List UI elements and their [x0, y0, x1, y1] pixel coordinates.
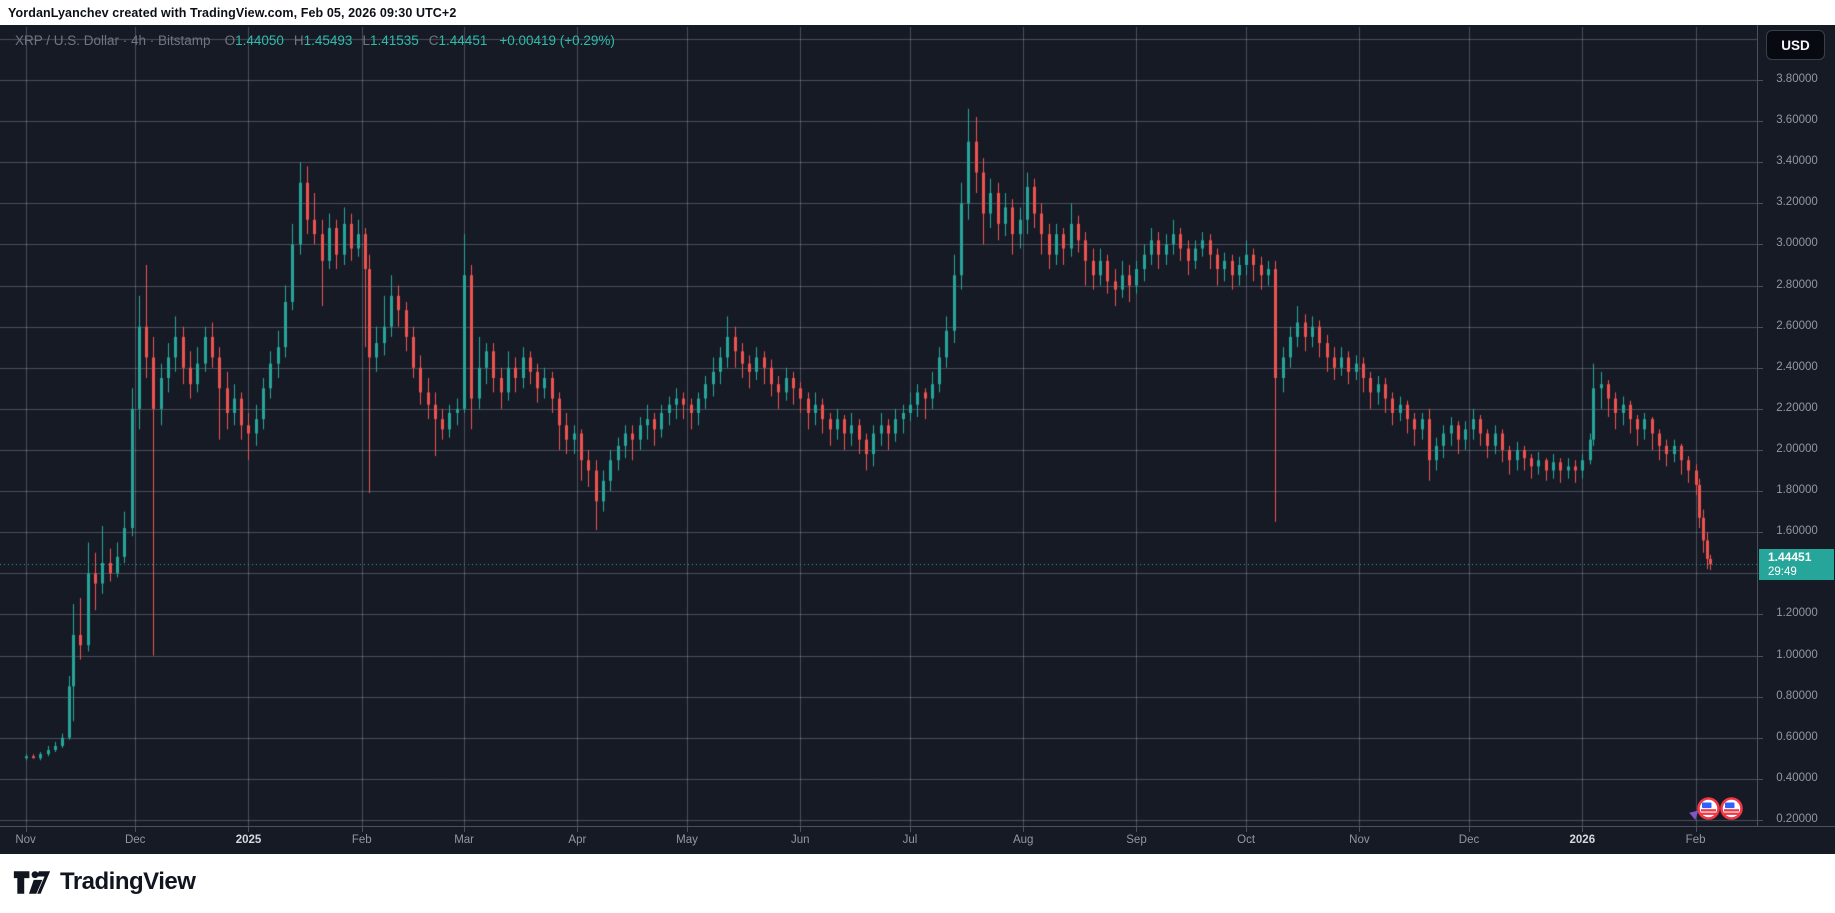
time-axis-label: Jun: [791, 834, 810, 846]
candlestick-chart-canvas[interactable]: [0, 25, 1757, 826]
time-axis-label: 2026: [1569, 834, 1596, 846]
close-value: 1.44451: [438, 33, 488, 48]
price-axis-label: 3.60000: [1776, 114, 1818, 127]
currency-toggle-button[interactable]: USD: [1766, 30, 1825, 60]
attribution-text: YordanLyanchev created with TradingView.…: [8, 5, 457, 20]
symbol-title[interactable]: XRP / U.S. Dollar · 4h · Bitstamp: [15, 33, 211, 48]
price-axis-label: 3.80000: [1776, 72, 1818, 85]
price-axis-label: 1.20000: [1776, 607, 1818, 620]
price-axis-tickmark: [1758, 203, 1763, 204]
time-axis[interactable]: Nov Dec 2025 Feb Mar Apr May Jun Jul Aug Sep Oct Nov…: [0, 826, 1835, 854]
price-axis-label: 2.00000: [1776, 442, 1818, 455]
time-axis-tickmark: [800, 827, 801, 832]
price-axis-label: 2.60000: [1776, 319, 1818, 332]
time-axis-label: Dec: [1458, 834, 1480, 846]
time-axis-label: Dec: [124, 834, 146, 846]
price-axis-label: 1.00000: [1776, 648, 1818, 661]
high-label: H: [293, 33, 304, 48]
tradingview-logo[interactable]: TradingView: [13, 868, 196, 896]
high-value: 1.45493: [303, 33, 353, 48]
price-axis-label: 2.20000: [1776, 401, 1818, 414]
price-axis-tickmark: [1758, 738, 1763, 739]
low-label: L: [362, 33, 370, 48]
time-axis-tickmark: [577, 827, 578, 832]
time-axis-tickmark: [135, 827, 136, 832]
time-axis-tickmark: [1246, 827, 1247, 832]
time-axis-label: Feb: [1685, 834, 1706, 846]
time-axis-label: Mar: [454, 834, 474, 846]
time-axis-label: Apr: [568, 834, 587, 846]
price-axis-tickmark: [1758, 820, 1763, 821]
current-price-label: 1.44451 29:49: [1759, 549, 1834, 581]
price-axis-label: 2.40000: [1776, 360, 1818, 373]
time-axis-tickmark: [26, 827, 27, 832]
bar-countdown: 29:49: [1768, 566, 1797, 579]
us-economic-event-icon[interactable]: [1719, 797, 1743, 820]
change-value: +0.00419 (+0.29%): [499, 33, 615, 48]
price-axis[interactable]: 1.44451 29:49 3.80000 3.60000 3.40000 3.200…: [1757, 25, 1835, 826]
time-axis-label: May: [676, 834, 698, 846]
price-axis-label: 1.80000: [1776, 484, 1818, 497]
price-axis-label: 0.40000: [1776, 771, 1818, 784]
attribution-bar: YordanLyanchev created with TradingView.…: [0, 0, 1835, 25]
price-axis-tickmark: [1758, 532, 1763, 533]
price-axis-label: 3.20000: [1776, 196, 1818, 209]
price-axis-label: 0.80000: [1776, 689, 1818, 702]
tradingview-wordmark: TradingView: [60, 868, 196, 895]
price-axis-tickmark: [1758, 286, 1763, 287]
price-axis-tickmark: [1758, 80, 1763, 81]
open-label: O: [224, 33, 236, 48]
tradingview-logo-icon: [13, 870, 51, 894]
time-axis-tickmark: [1136, 827, 1137, 832]
time-axis-label: Nov: [1349, 834, 1370, 846]
time-axis-tickmark: [1582, 827, 1583, 832]
price-axis-tickmark: [1758, 121, 1763, 122]
price-axis-tickmark: [1758, 162, 1763, 163]
us-economic-event-icon[interactable]: [1696, 797, 1720, 820]
time-axis-tickmark: [1023, 827, 1024, 832]
time-axis-label: Oct: [1237, 834, 1256, 846]
symbol-legend[interactable]: XRP / U.S. Dollar · 4h · Bitstamp O1.440…: [15, 33, 615, 48]
price-axis-tickmark: [1758, 614, 1763, 615]
footer: TradingView: [0, 853, 1835, 913]
price-axis-tickmark: [1758, 244, 1763, 245]
time-axis-label: Sep: [1126, 834, 1147, 846]
time-axis-tickmark: [1696, 827, 1697, 832]
time-axis-label: Nov: [15, 834, 36, 846]
price-axis-label: 3.40000: [1776, 155, 1818, 168]
price-axis-label: 1.60000: [1776, 525, 1818, 538]
price-axis-label: 2.80000: [1776, 278, 1818, 291]
close-label: C: [428, 33, 439, 48]
open-value: 1.44050: [235, 33, 284, 48]
price-axis-label: 0.20000: [1776, 812, 1818, 825]
time-axis-tickmark: [1359, 827, 1360, 832]
time-axis-label: Aug: [1012, 834, 1034, 846]
price-axis-tickmark: [1758, 450, 1763, 451]
time-axis-tickmark: [910, 827, 911, 832]
price-axis-tickmark: [1758, 697, 1763, 698]
low-value: 1.41535: [369, 33, 419, 48]
price-axis-tickmark: [1758, 779, 1763, 780]
time-axis-label: Jul: [902, 834, 918, 846]
price-axis-tickmark: [1758, 409, 1763, 410]
price-axis-tickmark: [1758, 491, 1763, 492]
price-axis-tickmark: [1758, 656, 1763, 657]
time-axis-tickmark: [687, 827, 688, 832]
current-price-value: 1.44451: [1768, 550, 1812, 565]
time-axis-tickmark: [464, 827, 465, 832]
time-axis-tickmark: [362, 827, 363, 832]
time-axis-tickmark: [248, 827, 249, 832]
chart-area: XRP / U.S. Dollar · 4h · Bitstamp O1.440…: [0, 25, 1835, 854]
price-axis-tickmark: [1758, 368, 1763, 369]
time-axis-label: Feb: [351, 834, 372, 846]
price-axis-label: 0.60000: [1776, 730, 1818, 743]
price-axis-tickmark: [1758, 327, 1763, 328]
time-axis-label: 2025: [235, 834, 262, 846]
ohlc-values: O1.44050 H1.45493 L1.41535 C1.44451 +0.0…: [225, 33, 615, 48]
time-axis-tickmark: [1469, 827, 1470, 832]
price-axis-label: 3.00000: [1776, 237, 1818, 250]
